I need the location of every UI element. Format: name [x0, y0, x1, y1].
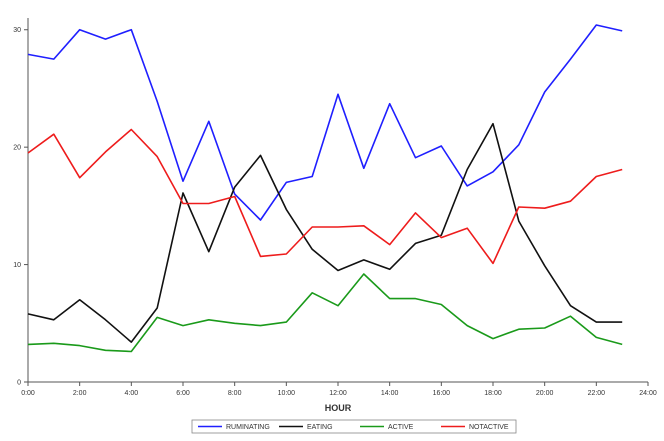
x-tick-label: 12:00: [329, 390, 347, 397]
legend-label: RUMINATING: [226, 424, 270, 431]
x-tick-label: 14:00: [381, 390, 399, 397]
y-tick-label: 30: [13, 27, 21, 34]
series-line-notactive: [27, 128, 623, 265]
x-tick-label: 24:00: [639, 390, 657, 397]
y-tick-label: 10: [13, 262, 21, 269]
series-line-eating: [27, 122, 623, 343]
x-tick-label: 0:00: [21, 390, 35, 397]
x-tick-label: 8:00: [228, 390, 242, 397]
y-axis-ticks: 0 10 20 30: [13, 27, 28, 387]
series-lines: [27, 24, 623, 353]
x-tick-label: 18:00: [484, 390, 502, 397]
x-tick-label: 4:00: [125, 390, 139, 397]
legend-frame: [191, 419, 517, 434]
series-line-active: [27, 273, 623, 353]
legend-label: ACTIVE: [388, 424, 414, 431]
x-tick-label: 6:00: [176, 390, 190, 397]
series-line-ruminating: [27, 24, 623, 221]
legend: RUMINATING EATING ACTIVE NOTACTIVE: [191, 419, 517, 434]
y-tick-label: 0: [17, 380, 21, 387]
x-axis-title: HOUR: [325, 403, 352, 413]
legend-label: NOTACTIVE: [469, 424, 509, 431]
x-tick-label: 2:00: [73, 390, 87, 397]
legend-label: EATING: [307, 424, 333, 431]
plot-area: 0:00 2:00 4:00 6:00 8:00 10:00 12:00 14:00 16:00…: [13, 18, 657, 397]
x-tick-label: 20:00: [536, 390, 554, 397]
x-axis-ticks: 0:00 2:00 4:00 6:00 8:00 10:00 12:00 14:00 16:00…: [21, 382, 657, 397]
x-tick-label: 10:00: [278, 390, 296, 397]
y-tick-label: 20: [13, 145, 21, 152]
x-tick-label: 16:00: [433, 390, 451, 397]
x-tick-label: 22:00: [588, 390, 606, 397]
